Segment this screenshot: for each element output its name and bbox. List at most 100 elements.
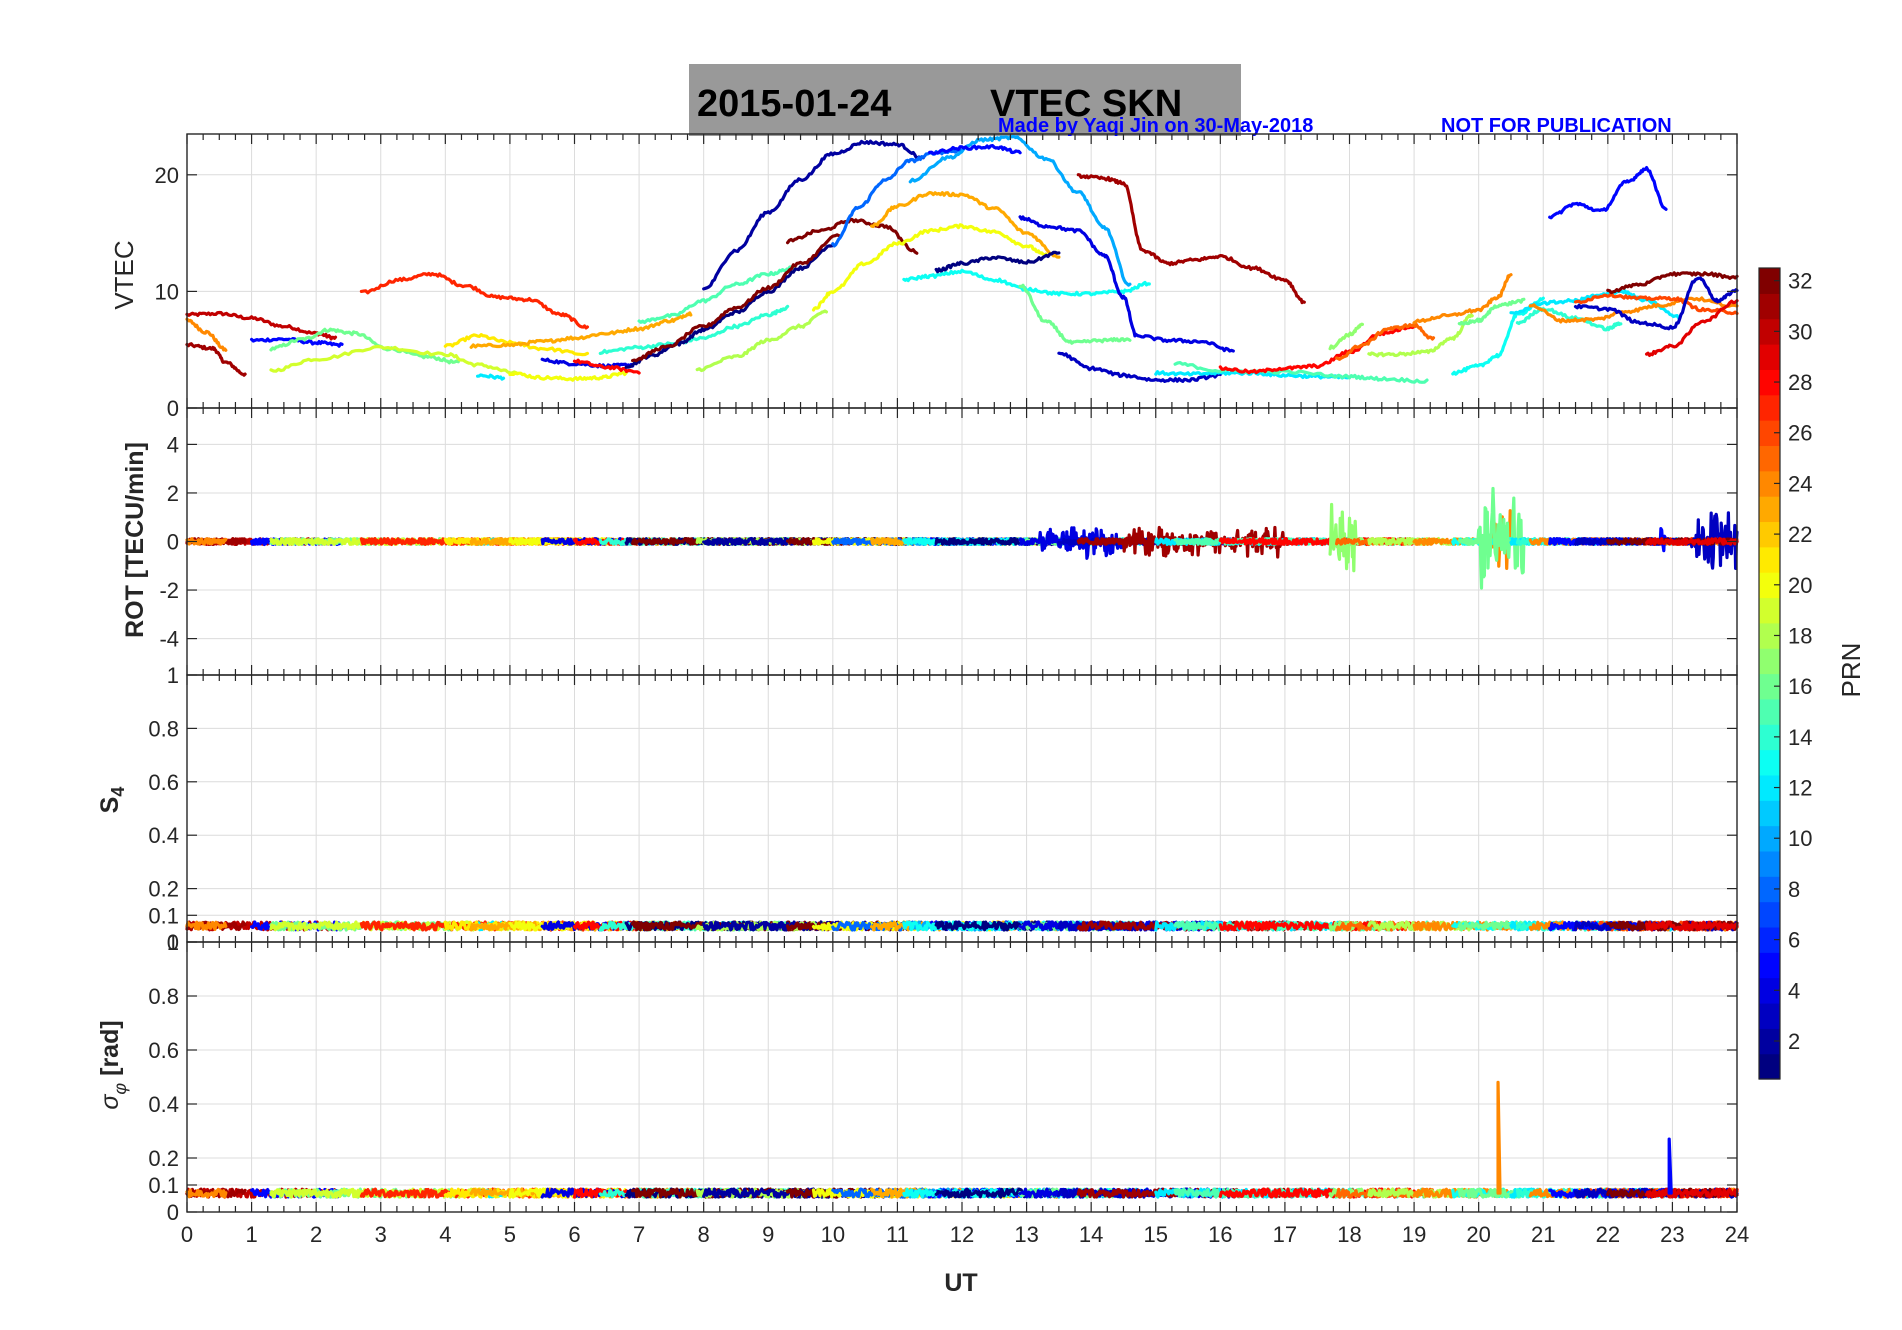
sigma_phi-trace-prn-29 <box>1645 1187 1739 1199</box>
colorbar-tick-label: 30 <box>1788 319 1812 344</box>
ticks-sigma_phi: 00.10.20.40.60.810 1 2 3 4 5 6 7 8 9 10 11 12 13 14 15 1… <box>148 930 1749 1247</box>
colorbar-level <box>1759 724 1780 751</box>
colorbar-level <box>1759 496 1780 523</box>
rot-trace-prn-16 <box>1457 486 1526 590</box>
y-tick-label: 2 <box>167 481 179 506</box>
vtec-trace-prn-32 <box>1606 271 1739 295</box>
credit-note: Made by Yaqi Jin on 30-May-2018 <box>998 115 1313 137</box>
colorbar-level <box>1759 546 1780 573</box>
panels: 01020-4-202400.10.20.40.60.8100.10.20.40… <box>148 133 1749 1247</box>
x-tick-label: 3 <box>375 1222 387 1247</box>
y-tick-label: 0.2 <box>148 877 179 902</box>
colorbar-tick-label: 6 <box>1788 928 1800 953</box>
colorbar-level <box>1759 470 1780 497</box>
sigma_phi-trace-prn-24 <box>185 1187 228 1199</box>
y-tick-label: 1 <box>167 930 179 955</box>
x-tick-label: 4 <box>439 1222 451 1247</box>
colorbar-tick-label: 8 <box>1788 877 1800 902</box>
vtec-trace-prn-14 <box>598 304 790 355</box>
colorbar-level <box>1759 977 1780 1004</box>
colorbar-tick-label: 10 <box>1788 826 1812 851</box>
vtec-trace-prn-31 <box>1076 173 1306 305</box>
colorbar-level <box>1759 850 1780 877</box>
colorbar-tick-label: 12 <box>1788 776 1812 801</box>
vtec-trace-prn-16 <box>1457 297 1526 326</box>
x-tick-label: 0 <box>181 1222 193 1247</box>
y-tick-label: 0 <box>167 530 179 555</box>
colorbar-level <box>1759 293 1780 320</box>
x-tick-label: 16 <box>1208 1222 1232 1247</box>
x-tick-label: 2 <box>310 1222 322 1247</box>
vtec-trace-prn-2 <box>702 139 925 291</box>
colorbar-tick-label: 32 <box>1788 269 1812 294</box>
vtec-trace-prn-29 <box>1645 299 1739 357</box>
vtec-trace-prn-26 <box>1573 292 1739 316</box>
vtec-trace-prn-10 <box>908 134 1132 287</box>
x-axis-label: UT <box>944 1269 977 1297</box>
colorbar-level <box>1759 1053 1780 1080</box>
panel-sigma_phi: 00.10.20.40.60.810 1 2 3 4 5 6 7 8 9 10 11 12 13 14 15 1… <box>148 930 1749 1247</box>
y-tick-label: 0.4 <box>148 1092 179 1117</box>
x-tick-label: 21 <box>1531 1222 1555 1247</box>
vtec-trace-prn-19 <box>269 344 518 375</box>
x-tick-label: 19 <box>1402 1222 1426 1247</box>
y-tick-label: 0.6 <box>148 1038 179 1063</box>
colorbar-level <box>1759 318 1780 345</box>
x-tick-label: 6 <box>568 1222 580 1247</box>
rot-trace-prn-29 <box>1645 537 1739 546</box>
y-tick-label: 0.8 <box>148 984 179 1009</box>
vtec-trace-prn-15 <box>1173 361 1429 384</box>
sigma_phi-spike-prn-5 <box>1667 1137 1673 1195</box>
colorbar-tick-label: 16 <box>1788 674 1812 699</box>
y-tick-label: 0.4 <box>148 823 179 848</box>
vtec-trace-prn-24 <box>185 317 228 352</box>
vtec-trace-prn-28 <box>1218 325 1416 375</box>
vtec-trace-prn-16 <box>1018 283 1132 345</box>
colorbar-level <box>1759 926 1780 953</box>
colorbar-frame <box>1758 267 1781 1080</box>
y-tick-label: 0.6 <box>148 770 179 795</box>
panel-vtec: 0 10 20 <box>155 133 1739 421</box>
y-tick-label: 0.1 <box>148 903 179 928</box>
s4-trace-prn-24 <box>185 920 228 931</box>
colorbar-tick-label: 20 <box>1788 573 1812 598</box>
vtec-trace-prn-25 <box>1335 322 1436 361</box>
data-s4 <box>185 920 1739 932</box>
vtec-trace-prn-24 <box>1528 296 1739 324</box>
vtec-trace-prn-13 <box>1451 296 1545 376</box>
colorbar-level <box>1759 825 1780 852</box>
vtec-trace-prn-21 <box>443 333 589 357</box>
colorbar-level <box>1759 369 1780 396</box>
vtec-trace-prn-3 <box>1573 276 1739 331</box>
vtec-trace-prn-4 <box>1018 215 1235 353</box>
x-tick-label: 1 <box>245 1222 257 1247</box>
vtec-trace-prn-5 <box>928 144 1022 156</box>
ticks-rot: -4 -2 0 2 4 <box>159 408 1738 675</box>
y-tick-label: 4 <box>167 432 179 457</box>
y-tick-label: 10 <box>155 279 179 304</box>
data-vtec <box>185 134 1739 384</box>
vtec-trace-prn-31 <box>185 342 247 377</box>
x-tick-label: 11 <box>886 1222 909 1247</box>
title-date: 2015-01-24 <box>697 83 891 125</box>
colorbar-tick-label: 14 <box>1788 725 1812 750</box>
x-tick-label: 20 <box>1466 1222 1490 1247</box>
sigma-ylabel: σφ [rad] <box>96 1020 130 1109</box>
x-tick-label: 23 <box>1660 1222 1684 1247</box>
x-tick-label: 9 <box>762 1222 774 1247</box>
vtec-trace-prn-23 <box>870 190 1061 259</box>
x-tick-label: 24 <box>1725 1222 1749 1247</box>
colorbar-level <box>1759 394 1780 421</box>
colorbar-level <box>1759 344 1780 370</box>
y-tick-label: -4 <box>159 627 179 652</box>
vtec-trace-prn-18 <box>695 309 828 373</box>
colorbar-level <box>1759 901 1780 928</box>
vtec-trace-prn-28 <box>572 358 641 375</box>
colorbar-tick-label: 4 <box>1788 978 1800 1003</box>
x-tick-label: 22 <box>1596 1222 1620 1247</box>
x-tick-label: 10 <box>821 1222 845 1247</box>
vtec-trace-prn-1 <box>934 250 1061 274</box>
y-tick-label: 0.2 <box>148 1146 179 1171</box>
colorbar-level <box>1759 1002 1780 1029</box>
